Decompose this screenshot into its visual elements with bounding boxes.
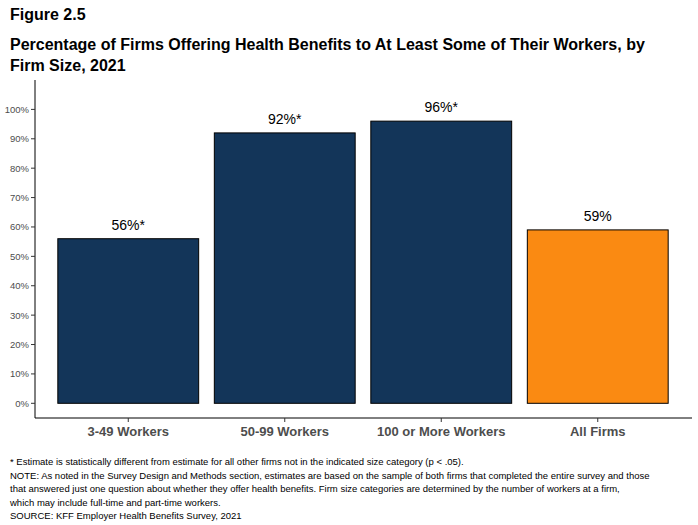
y-tick-label: 30% [10, 310, 30, 321]
footnote: NOTE: As noted in the Survey Design and … [10, 470, 650, 481]
title: Figure 2.5 [10, 6, 86, 23]
data-label: 59% [584, 208, 612, 224]
x-axis-line [35, 418, 692, 419]
y-tick [31, 197, 35, 198]
y-tick [31, 168, 35, 169]
chart: Figure 2.5 Percentage of Firms Offering H… [0, 0, 698, 525]
x-tick-label: 50-99 Workers [240, 424, 329, 439]
footnote: that answered just one question about wh… [10, 483, 620, 494]
y-tick [31, 138, 35, 139]
y-tick [31, 315, 35, 316]
x-tick-label: 3-49 Workers [88, 424, 169, 439]
y-tick-label: 90% [10, 133, 30, 144]
y-tick-label: 60% [10, 221, 30, 232]
y-axis-line [35, 80, 36, 418]
bar [527, 230, 668, 403]
bar [214, 133, 355, 403]
x-tick [441, 418, 442, 422]
y-tick-label: 10% [10, 368, 30, 379]
subtitle: Percentage of Firms Offering Health Bene… [10, 36, 645, 74]
y-tick [31, 256, 35, 257]
x-tick-label: All Firms [570, 424, 626, 439]
y-tick-label: 40% [10, 280, 30, 291]
y-tick [31, 373, 35, 374]
y-tick [31, 403, 35, 404]
y-tick [31, 344, 35, 345]
data-label: 56%* [112, 217, 146, 233]
bars [58, 121, 668, 403]
y-tick [31, 226, 35, 227]
subtitle-line: Firm Size, 2021 [10, 57, 126, 74]
y-tick-label: 20% [10, 339, 30, 350]
x-tick [128, 418, 129, 422]
x-tick-label: 100 or More Workers [377, 424, 505, 439]
background [0, 0, 698, 525]
bar [58, 239, 199, 404]
y-tick [31, 109, 35, 110]
data-label: 96%* [425, 99, 459, 115]
data-label: 92%* [268, 111, 302, 127]
footnote: SOURCE: KFF Employer Health Benefits Sur… [10, 510, 242, 521]
y-tick-label: 70% [10, 192, 30, 203]
footnote: which may include full-time and part-tim… [9, 497, 221, 508]
y-tick-label: 50% [10, 251, 30, 262]
bar [371, 121, 512, 403]
x-tick [284, 418, 285, 422]
footnote: * Estimate is statistically different fr… [10, 456, 464, 467]
y-tick-label: 100% [5, 104, 30, 115]
y-tick [31, 285, 35, 286]
subtitle-line: Percentage of Firms Offering Health Bene… [10, 36, 645, 53]
y-tick-label: 0% [15, 398, 29, 409]
y-tick-label: 80% [10, 163, 30, 174]
x-tick [597, 418, 598, 422]
